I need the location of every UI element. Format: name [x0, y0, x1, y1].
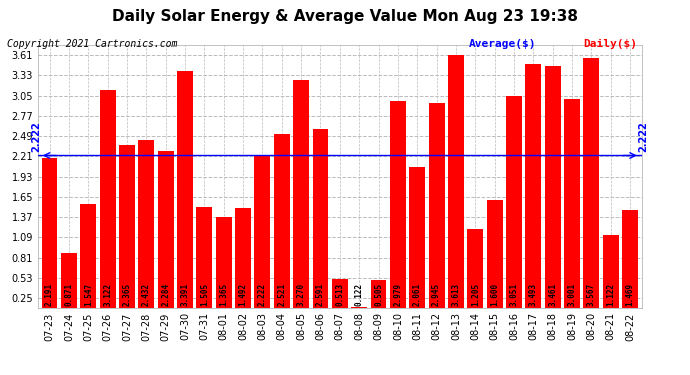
Bar [313, 129, 328, 316]
Text: 1.122: 1.122 [607, 283, 615, 306]
Text: 1.492: 1.492 [239, 283, 248, 306]
Text: 2.432: 2.432 [142, 283, 151, 306]
Bar [61, 253, 77, 316]
Text: 3.461: 3.461 [548, 283, 558, 306]
Text: 2.222: 2.222 [639, 121, 649, 152]
Text: 1.547: 1.547 [83, 283, 92, 306]
Text: Copyright 2021 Cartronics.com: Copyright 2021 Cartronics.com [7, 39, 177, 50]
Bar [158, 151, 174, 316]
Text: 1.205: 1.205 [471, 283, 480, 306]
Text: 2.521: 2.521 [277, 283, 286, 306]
Text: 0.513: 0.513 [335, 283, 344, 306]
Bar [197, 207, 213, 316]
Bar [622, 210, 638, 316]
Text: 3.493: 3.493 [529, 283, 538, 306]
Bar [274, 134, 290, 316]
Text: 2.284: 2.284 [161, 283, 170, 306]
Text: 1.505: 1.505 [200, 283, 209, 306]
Text: 2.979: 2.979 [393, 283, 402, 306]
Bar [467, 229, 483, 316]
Text: Daily($): Daily($) [583, 39, 637, 50]
Text: 2.222: 2.222 [258, 283, 267, 306]
Bar [99, 90, 115, 316]
Text: 2.591: 2.591 [316, 283, 325, 306]
Text: 3.567: 3.567 [587, 283, 596, 306]
Bar [351, 308, 367, 316]
Bar [371, 280, 386, 316]
Text: 0.871: 0.871 [64, 283, 73, 306]
Text: 3.270: 3.270 [297, 283, 306, 306]
Text: 0.505: 0.505 [374, 283, 383, 306]
Bar [390, 101, 406, 316]
Bar [332, 279, 348, 316]
Bar [293, 80, 309, 316]
Text: 3.391: 3.391 [181, 283, 190, 306]
Text: 2.061: 2.061 [413, 283, 422, 306]
Text: 3.613: 3.613 [451, 283, 460, 306]
Text: 2.191: 2.191 [45, 283, 54, 306]
Bar [564, 99, 580, 316]
Bar [41, 158, 57, 316]
Text: 1.365: 1.365 [219, 283, 228, 306]
Bar [448, 55, 464, 316]
Bar [603, 235, 619, 316]
Bar [584, 58, 600, 316]
Bar [119, 145, 135, 316]
Bar [235, 208, 251, 316]
Bar [255, 156, 270, 316]
Bar [139, 140, 155, 316]
Bar [428, 103, 444, 316]
Bar [177, 71, 193, 316]
Text: 2.365: 2.365 [122, 283, 132, 306]
Bar [486, 201, 502, 316]
Text: 2.222: 2.222 [31, 121, 41, 152]
Bar [409, 167, 425, 316]
Bar [216, 217, 232, 316]
Text: Daily Solar Energy & Average Value Mon Aug 23 19:38: Daily Solar Energy & Average Value Mon A… [112, 9, 578, 24]
Text: 3.122: 3.122 [103, 283, 112, 306]
Text: 3.051: 3.051 [509, 283, 518, 306]
Text: 0.122: 0.122 [355, 283, 364, 306]
Text: 3.001: 3.001 [568, 283, 577, 306]
Bar [80, 204, 96, 316]
Text: Average($): Average($) [469, 39, 537, 50]
Text: 2.945: 2.945 [432, 283, 441, 306]
Text: 1.600: 1.600 [490, 283, 499, 306]
Text: 1.469: 1.469 [626, 283, 635, 306]
Bar [506, 96, 522, 316]
Bar [544, 66, 560, 316]
Bar [525, 64, 541, 316]
